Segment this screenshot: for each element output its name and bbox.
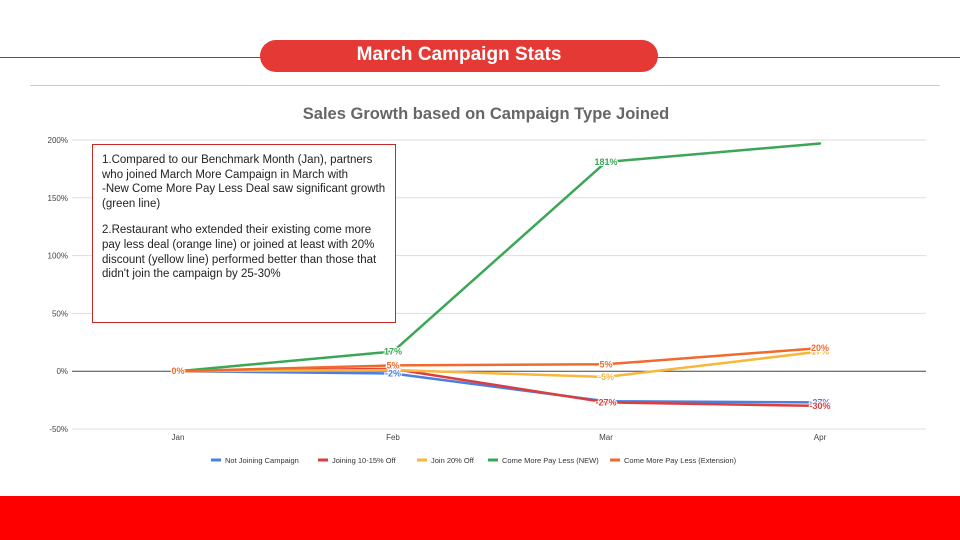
x-tick-label: Jan — [172, 433, 185, 442]
series-lines — [176, 142, 822, 408]
data-label: 5% — [386, 360, 399, 370]
y-tick-label: 200% — [48, 136, 68, 145]
series-line — [176, 142, 822, 373]
note-paragraph-2: 2.Restaurant who extended their existing… — [102, 224, 377, 281]
legend-item: Come More Pay Less (Extension) — [624, 456, 737, 465]
slide-title: March Campaign Stats — [260, 40, 658, 72]
data-label: 17% — [811, 347, 829, 357]
data-label: -5% — [598, 372, 614, 382]
data-label: -27% — [595, 397, 616, 407]
axis-ticks: -50% 0% 50% 100% 150% 200% Jan Feb Mar Apr — [48, 136, 827, 442]
y-tick-label: 50% — [52, 309, 68, 318]
data-label: 17% — [384, 347, 402, 357]
note-box: 1.Compared to our Benchmark Month (Jan),… — [92, 144, 396, 323]
y-tick-label: 100% — [48, 252, 68, 261]
chart-title: Sales Growth based on Campaign Type Join… — [303, 105, 669, 123]
data-label: 20% — [811, 343, 829, 353]
series-line — [176, 346, 822, 373]
y-tick-label: -50% — [49, 425, 68, 434]
y-tick-label: 150% — [48, 194, 68, 203]
chart-top-border — [30, 85, 940, 86]
x-tick-label: Feb — [386, 433, 400, 442]
series-line — [176, 350, 822, 379]
y-tick-label: 0% — [56, 367, 68, 376]
data-label: 0% — [171, 366, 184, 376]
data-labels: -2%-27%-27% -30%-5%17%17%181%0%5% 5%20% — [170, 156, 831, 412]
legend-item: Come More Pay Less (NEW) — [502, 456, 599, 465]
legend-item: Join 20% Off — [431, 456, 475, 465]
data-label: 5% — [599, 359, 612, 369]
data-label: 181% — [594, 157, 617, 167]
x-tick-label: Apr — [814, 433, 827, 442]
bottom-red-bar — [0, 496, 960, 540]
x-tick-label: Mar — [599, 433, 613, 442]
data-label: -2% — [385, 369, 401, 379]
legend-item: Joining 10-15% Off — [332, 456, 397, 465]
legend-item: Not Joining Campaign — [225, 456, 299, 465]
series-line — [176, 369, 822, 404]
data-label: -27% — [809, 397, 830, 407]
legend: Not Joining Campaign Joining 10-15% Off Jo… — [211, 456, 737, 465]
note-paragraph-1: 1.Compared to our Benchmark Month (Jan),… — [102, 154, 386, 210]
data-label: -30% — [809, 401, 830, 411]
sales-growth-line-chart: Sales Growth based on Campaign Type Join… — [48, 105, 926, 465]
